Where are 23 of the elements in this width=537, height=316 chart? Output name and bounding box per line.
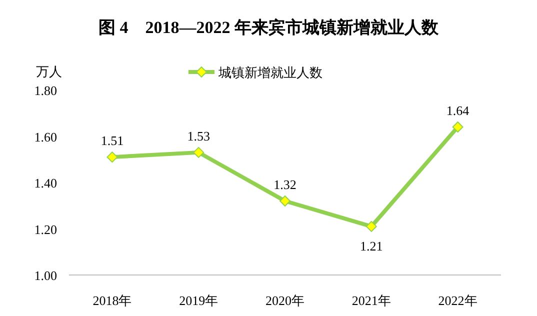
point bbox=[280, 196, 290, 206]
data-label: 1.21 bbox=[360, 238, 383, 254]
x-tick-label: 2019年 bbox=[179, 293, 218, 308]
y-axis-title: 万人 bbox=[36, 64, 62, 79]
y-tick-label: 1.80 bbox=[34, 83, 57, 98]
y-tick-label: 1.40 bbox=[34, 176, 57, 190]
x-tick-label: 2020年 bbox=[266, 293, 304, 308]
x-tick-label: 2018年 bbox=[92, 293, 132, 308]
data-label: 1.53 bbox=[187, 128, 210, 144]
y-tick-label: 1.20 bbox=[34, 222, 57, 237]
point bbox=[193, 146, 204, 158]
point bbox=[366, 220, 377, 232]
legend-label: 城镇新增就业人数 bbox=[218, 65, 322, 80]
x-tick-label: 2022年 bbox=[438, 293, 478, 308]
data-label: 1.51 bbox=[100, 133, 124, 148]
point bbox=[452, 122, 464, 132]
y-tick-label: 1.00 bbox=[34, 268, 57, 283]
data-label: 1.32 bbox=[274, 177, 296, 192]
y-tick-label: 1.60 bbox=[34, 129, 57, 144]
chart-title: 图 4 2018—2022 年来宾市城镇新增就业人数 bbox=[98, 18, 440, 37]
point bbox=[106, 152, 118, 163]
data-label: 1.64 bbox=[446, 103, 470, 118]
x-tick-label: 2021年 bbox=[352, 293, 391, 308]
